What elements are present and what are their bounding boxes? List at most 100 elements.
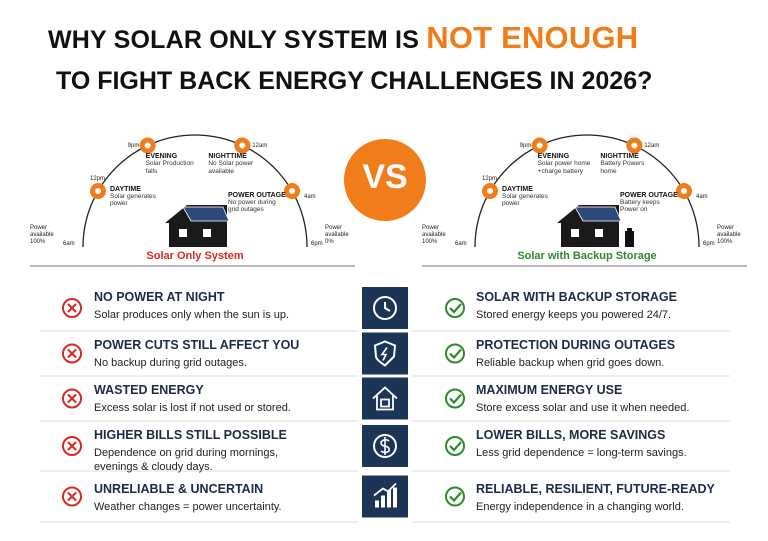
window	[571, 229, 579, 237]
cross-icon	[67, 303, 77, 313]
title-line-1: WHY SOLAR ONLY SYSTEM IS NOT ENOUGH	[48, 20, 638, 56]
time-label: 12pm	[90, 176, 106, 182]
item-text: Store excess solar and use it when neede…	[476, 402, 690, 414]
item-title: POWER CUTS STILL AFFECT YOU	[94, 338, 300, 352]
cross-icon	[62, 436, 82, 456]
comparison-item: UNRELIABLE & UNCERTAIN Weather changes = …	[94, 482, 364, 514]
time-label: 9pm	[519, 143, 532, 150]
cross-icon	[67, 441, 77, 451]
title-line-2: TO FIGHT BACK ENERGY CHALLENGES IN 2026?	[56, 67, 653, 95]
phase-title: EVENING	[537, 153, 570, 161]
item-text: No backup during grid outages.	[94, 357, 247, 369]
icon	[373, 482, 397, 497]
phase-text: Battery Powers home	[600, 160, 645, 175]
time-label: 12am	[644, 143, 660, 150]
item-title: NO POWER AT NIGHT	[94, 290, 225, 304]
phase-title: NIGHTTIME	[208, 153, 247, 161]
phase-text: No Solar power available	[208, 160, 254, 175]
comparison-item: POWER CUTS STILL AFFECT YOU No backup dur…	[94, 338, 364, 370]
phase-icon-glyph	[487, 188, 494, 194]
battery	[625, 231, 634, 247]
power-end: Power available 0%	[325, 225, 349, 245]
phase-title: POWER OUTAGE	[619, 192, 678, 199]
time-label: 4am	[303, 194, 316, 200]
title-text: WHY SOLAR ONLY SYSTEM IS	[48, 26, 420, 54]
icon	[375, 500, 379, 508]
icon	[380, 347, 388, 361]
solar-panel	[574, 206, 622, 222]
caption: Solar Only System	[146, 250, 244, 262]
item-text: Solar produces only when the sun is up.	[94, 309, 290, 321]
icon	[387, 490, 391, 508]
item-title: HIGHER BILLS STILL POSSIBLE	[94, 428, 287, 442]
phase-icon-glyph	[680, 188, 687, 194]
item-text: Less grid dependence = long-term savings…	[476, 447, 687, 459]
item-title: LOWER BILLS, MORE SAVINGS	[476, 428, 666, 442]
phase: EVENING Solar power home +charge battery	[538, 153, 591, 174]
phase-text: Solar power home +charge battery	[537, 160, 591, 175]
time-label: 6am	[63, 241, 75, 247]
phase-title: NIGHTTIME	[600, 153, 639, 161]
item-title: MAXIMUM ENERGY USE	[476, 383, 623, 397]
check-icon	[449, 491, 462, 503]
time-label: 6pm	[703, 241, 715, 247]
phase-icon-glyph	[95, 188, 102, 194]
item-text: Dependence on grid during mornings, even…	[94, 447, 279, 474]
comparison-item: PROTECTION DURING OUTAGES Reliable backup…	[476, 338, 746, 370]
icon	[393, 487, 397, 508]
phase-text: Solar generates power	[110, 193, 156, 208]
phase: DAYTIME Solar generates power	[110, 186, 156, 207]
comparison-item: SOLAR WITH BACKUP STORAGE Stored energy k…	[476, 290, 746, 322]
battery-cap	[627, 228, 632, 231]
comparison-item: NO POWER AT NIGHT Solar produces only whe…	[94, 290, 364, 322]
icon	[384, 302, 391, 312]
icon	[381, 495, 385, 508]
item-text: Stored energy keeps you powered 24/7.	[476, 309, 672, 321]
time-label: 6pm	[311, 241, 323, 247]
comparison-item: WASTED ENERGY Excess solar is lost if not…	[94, 383, 364, 415]
icon	[373, 340, 397, 367]
phase: EVENING Solar Production falls	[146, 153, 194, 174]
check-icon	[445, 298, 465, 318]
time-label: 9pm	[127, 143, 140, 150]
diagram-graphics	[30, 134, 747, 523]
phase-title: POWER OUTAGE	[227, 192, 286, 199]
vs-label: VS	[362, 158, 408, 196]
time-label: 12am	[252, 143, 268, 150]
phase: POWER OUTAGE No power during grid outages	[228, 192, 286, 213]
power-end: Power available 100%	[717, 225, 741, 245]
window	[203, 229, 211, 237]
comparison-item: LOWER BILLS, MORE SAVINGS Less grid depen…	[476, 428, 746, 460]
check-icon	[445, 486, 465, 507]
title-highlight: NOT ENOUGH	[426, 20, 639, 55]
cross-icon	[62, 298, 82, 318]
cross-icon	[67, 491, 77, 502]
icon-box	[362, 377, 408, 420]
phase-icon-glyph	[536, 142, 543, 149]
icon-box	[362, 332, 408, 375]
item-title: WASTED ENERGY	[94, 383, 204, 397]
comparison-item: MAXIMUM ENERGY USE Store excess solar and…	[476, 383, 746, 415]
vs-circle	[344, 139, 426, 221]
item-text: Reliable backup when grid goes down.	[476, 357, 665, 369]
phase-text: Solar generates power	[502, 193, 548, 208]
phase: NIGHTTIME Battery Powers home	[600, 153, 644, 174]
cross-icon	[62, 388, 82, 409]
item-title: SOLAR WITH BACKUP STORAGE	[476, 290, 677, 304]
phase-text: No power during grid outages	[227, 199, 276, 214]
comparison-item: HIGHER BILLS STILL POSSIBLE Dependence on…	[94, 428, 364, 475]
phase-title: EVENING	[145, 153, 178, 161]
cross-icon	[62, 486, 82, 507]
check-icon	[445, 343, 465, 364]
check-icon	[449, 393, 462, 405]
time-label: 6am	[455, 241, 467, 247]
window	[595, 229, 603, 237]
check-icon	[449, 441, 462, 452]
time-label: 12pm	[482, 176, 498, 182]
icon	[373, 296, 397, 320]
item-title: RELIABLE, RESILIENT, FUTURE-READY	[476, 482, 715, 496]
window	[179, 229, 187, 237]
phase-icon-glyph	[631, 142, 638, 149]
